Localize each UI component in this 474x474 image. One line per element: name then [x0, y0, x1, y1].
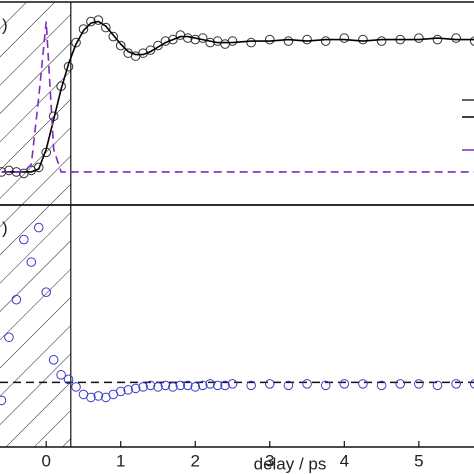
- data-point: [339, 379, 350, 389]
- data-point: [71, 382, 81, 392]
- data-point: [190, 382, 201, 392]
- panel-label: ): [2, 218, 8, 237]
- data-point: [168, 382, 178, 392]
- series-line: [1, 21, 474, 173]
- data-point: [41, 287, 52, 297]
- data-point: [320, 380, 331, 391]
- x-tick-label: 5: [414, 451, 423, 470]
- x-tick-label: 4: [340, 451, 349, 470]
- data-point: [115, 40, 126, 51]
- data-point: [339, 33, 350, 43]
- data-point: [414, 379, 424, 389]
- data-point: [283, 380, 294, 391]
- data-point: [123, 385, 133, 395]
- data-point: [168, 34, 178, 45]
- data-point: [283, 36, 294, 46]
- data-point: [376, 36, 387, 46]
- data-point: [212, 380, 223, 391]
- data-point: [246, 380, 256, 391]
- x-tick-label: 3: [265, 451, 274, 470]
- data-point: [101, 22, 111, 33]
- data-point: [0, 395, 7, 406]
- data-point: [264, 34, 275, 45]
- data-point: [432, 380, 443, 391]
- data-point: [56, 370, 66, 380]
- excluded-region: [0, 205, 71, 447]
- data-point: [160, 380, 171, 391]
- data-point: [93, 15, 104, 25]
- data-point: [302, 379, 312, 389]
- data-point: [197, 380, 208, 391]
- data-point: [11, 294, 22, 305]
- data-point: [26, 257, 37, 267]
- panel-label: ): [2, 15, 8, 34]
- data-point: [145, 380, 156, 391]
- data-point: [108, 31, 119, 42]
- data-point: [432, 34, 443, 45]
- data-point: [227, 379, 238, 389]
- data-point: [246, 37, 256, 48]
- data-point: [451, 379, 461, 389]
- data-point: [358, 379, 368, 389]
- data-point: [220, 380, 230, 391]
- data-point: [320, 36, 331, 46]
- data-point: [4, 165, 14, 176]
- data-point: [183, 380, 193, 391]
- data-point: [48, 355, 59, 365]
- data-point: [138, 382, 148, 392]
- data-point: [153, 40, 163, 51]
- data-point: [264, 379, 275, 389]
- x-tick-label: 0: [41, 451, 50, 470]
- data-point: [358, 34, 368, 45]
- data-point: [86, 392, 96, 403]
- data-point: [33, 162, 44, 173]
- data-point: [175, 380, 186, 391]
- x-tick-label: 1: [116, 451, 125, 470]
- data-point: [395, 379, 406, 389]
- data-point: [78, 24, 89, 34]
- data-point: [130, 383, 141, 394]
- series-line: [1, 20, 474, 173]
- data-point: [19, 234, 29, 245]
- data-point: [71, 37, 81, 48]
- data-point: [153, 382, 163, 392]
- data-point: [469, 36, 474, 46]
- data-point: [93, 391, 104, 401]
- data-point: [4, 332, 14, 343]
- data-point: [145, 45, 156, 55]
- data-point: [33, 222, 44, 233]
- x-axis-label: delay / ps: [254, 454, 327, 473]
- data-point: [227, 36, 238, 46]
- data-point: [205, 379, 215, 389]
- data-point: [469, 379, 474, 389]
- x-tick-label: 2: [191, 451, 200, 470]
- data-point: [376, 380, 387, 391]
- data-point: [115, 386, 126, 397]
- data-point: [63, 374, 74, 385]
- data-point: [451, 33, 461, 43]
- data-point: [414, 33, 424, 43]
- data-point: [302, 34, 312, 45]
